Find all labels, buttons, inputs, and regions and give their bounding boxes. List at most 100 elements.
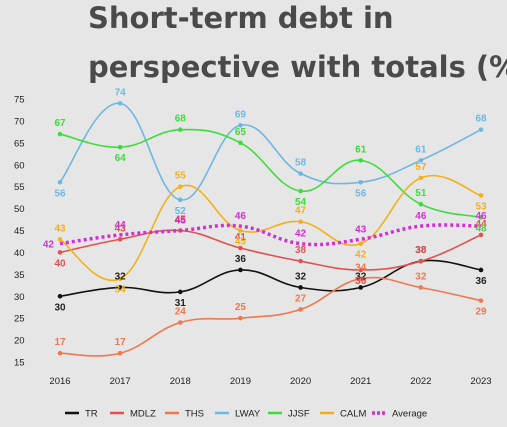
legend-label: Average bbox=[392, 409, 427, 420]
legend-item: MDLZ bbox=[110, 409, 156, 420]
data-label: 30 bbox=[54, 302, 66, 313]
data-point bbox=[238, 228, 243, 233]
data-point bbox=[177, 320, 183, 325]
data-point bbox=[117, 276, 123, 282]
data-label: 43 bbox=[355, 224, 367, 235]
data-label: 46 bbox=[475, 211, 487, 222]
data-label: 69 bbox=[235, 109, 247, 120]
data-point bbox=[418, 258, 424, 264]
legend-item: CALM bbox=[320, 409, 366, 420]
data-point bbox=[177, 184, 183, 189]
data-point bbox=[57, 250, 63, 255]
data-point bbox=[358, 158, 364, 163]
x-tick-label: 2020 bbox=[290, 376, 311, 387]
data-label: 45 bbox=[175, 215, 187, 226]
data-label: 51 bbox=[415, 188, 427, 199]
data-label: 32 bbox=[355, 271, 367, 282]
data-label: 25 bbox=[235, 302, 247, 313]
y-axis: 15 20 25 30 35 40 45 50 55 60 65 70 75 bbox=[14, 95, 25, 369]
data-label: 68 bbox=[475, 114, 487, 125]
x-tick-label: 2019 bbox=[230, 376, 251, 387]
data-label: 47 bbox=[295, 206, 307, 217]
data-point bbox=[117, 101, 123, 106]
data-point bbox=[478, 232, 484, 238]
series-ths bbox=[57, 276, 484, 357]
data-point bbox=[358, 285, 364, 290]
data-label: 36 bbox=[355, 276, 367, 287]
data-label: 52 bbox=[175, 206, 187, 217]
data-label: 42 bbox=[295, 229, 307, 240]
data-point bbox=[177, 197, 183, 203]
y-tick-label: 50 bbox=[14, 204, 25, 215]
data-label: 24 bbox=[175, 307, 187, 318]
chart-title-line-2: perspective with totals (%) bbox=[88, 50, 507, 84]
data-point bbox=[418, 175, 424, 181]
y-tick-label: 65 bbox=[14, 138, 25, 149]
data-point bbox=[478, 298, 484, 303]
data-label: 46 bbox=[235, 211, 247, 222]
data-point bbox=[298, 258, 303, 264]
data-point bbox=[418, 201, 424, 207]
legend-item: LWAY bbox=[215, 409, 261, 420]
data-label: 38 bbox=[295, 245, 307, 256]
data-label: 36 bbox=[235, 254, 247, 265]
data-point bbox=[358, 267, 364, 273]
data-label: 38 bbox=[415, 245, 427, 256]
data-label: 34 bbox=[355, 263, 367, 274]
data-label: 74 bbox=[115, 87, 127, 98]
data-label: 32 bbox=[295, 271, 307, 282]
y-tick-label: 75 bbox=[14, 95, 25, 106]
data-label: 61 bbox=[355, 144, 367, 155]
data-label: 68 bbox=[175, 114, 187, 125]
data-point bbox=[238, 267, 243, 273]
legend-label: JJSF bbox=[288, 409, 310, 420]
data-label: 53 bbox=[475, 201, 487, 212]
y-tick-label: 60 bbox=[14, 160, 25, 171]
data-label: 32 bbox=[115, 271, 127, 282]
x-tick-label: 2016 bbox=[49, 376, 70, 387]
data-label: 38 bbox=[415, 245, 427, 256]
legend-item: JJSF bbox=[268, 409, 310, 420]
series-line bbox=[59, 223, 482, 247]
data-label: 34 bbox=[115, 285, 127, 296]
y-tick-label: 70 bbox=[14, 116, 25, 127]
data-label: 43 bbox=[115, 223, 127, 234]
data-label: 45 bbox=[235, 237, 247, 248]
data-point bbox=[117, 350, 123, 356]
data-label: 64 bbox=[115, 153, 127, 164]
y-tick-label: 40 bbox=[14, 248, 25, 259]
legend-item: TR bbox=[65, 409, 98, 420]
data-point bbox=[117, 236, 123, 242]
data-label: 17 bbox=[115, 337, 127, 348]
data-label: 55 bbox=[175, 171, 187, 182]
data-label: 41 bbox=[235, 232, 247, 243]
data-point bbox=[298, 188, 303, 194]
labels-calm: 43 34 55 45 47 42 57 53 bbox=[54, 162, 487, 296]
data-point bbox=[238, 140, 243, 146]
data-label: 42 bbox=[355, 250, 367, 261]
data-point bbox=[298, 219, 303, 225]
legend-item: Average bbox=[372, 409, 427, 420]
data-point bbox=[177, 127, 183, 132]
data-point bbox=[298, 307, 303, 312]
data-label: 40 bbox=[54, 258, 66, 269]
x-tick-label: 2021 bbox=[350, 376, 371, 387]
data-point bbox=[238, 245, 243, 251]
series-line bbox=[59, 276, 482, 357]
data-point bbox=[478, 215, 484, 220]
data-label: 42 bbox=[43, 240, 55, 251]
y-tick-label: 25 bbox=[14, 314, 25, 325]
legend-label: MDLZ bbox=[130, 409, 156, 420]
data-point bbox=[358, 276, 364, 282]
series-lway bbox=[57, 101, 484, 203]
data-label: 17 bbox=[54, 337, 66, 348]
labels-jjsf: 67 64 68 65 54 61 51 48 bbox=[54, 114, 487, 235]
series-average bbox=[59, 223, 482, 247]
data-point bbox=[478, 267, 484, 273]
series-line bbox=[59, 128, 482, 219]
y-tick-label: 15 bbox=[14, 358, 25, 369]
data-point bbox=[238, 123, 243, 128]
